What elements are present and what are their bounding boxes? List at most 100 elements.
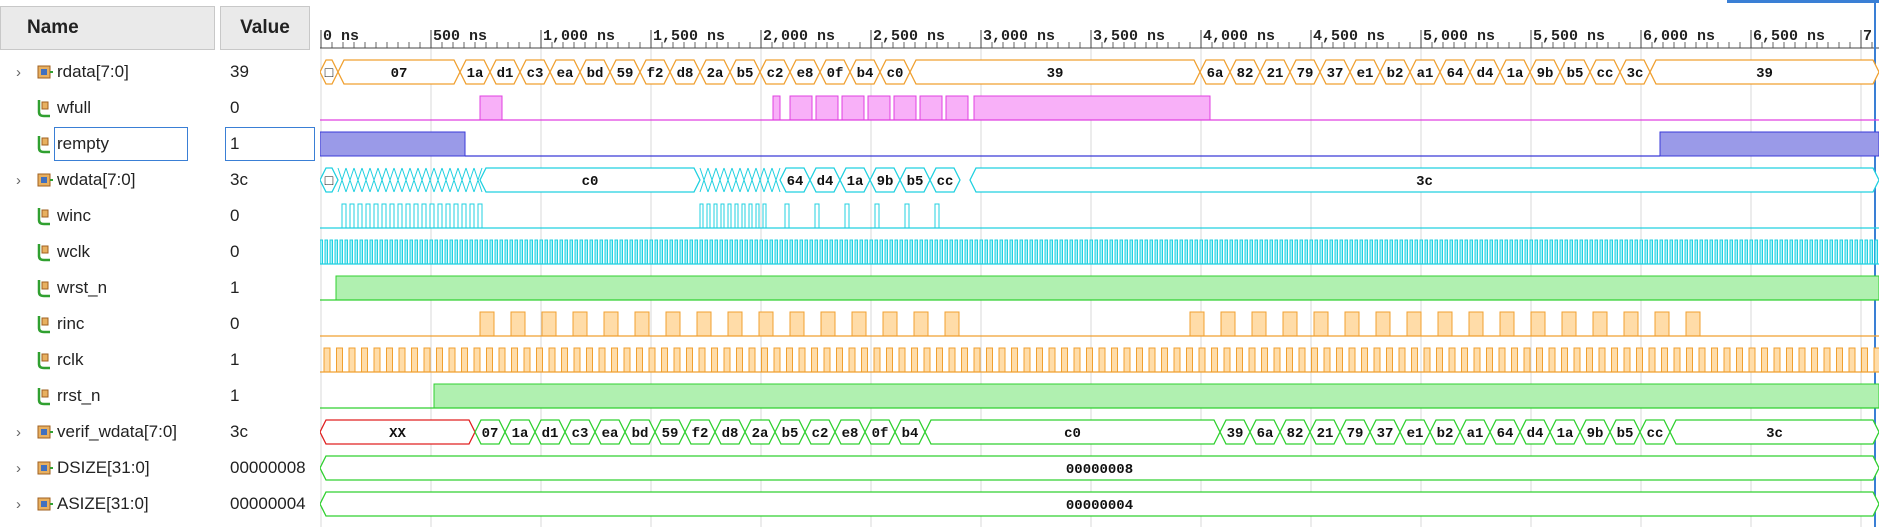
bit-high-region [1189,239,1193,265]
bit-high-region [1014,239,1018,265]
bit-high-region [689,239,693,265]
bit-high-region [644,239,648,265]
name-column-header[interactable]: Name [0,6,215,50]
expand-chevron-icon[interactable]: › [16,63,21,81]
signal-name: wfull [57,98,92,117]
bus-value-label: bd [632,426,649,442]
signal-name: wdata[7:0] [57,170,136,189]
waveform-canvas[interactable]: 0 ns 500 ns 1,000 ns 1,500 ns 2,000 ns 2,500 … [320,0,1879,527]
bit-high-region [1329,239,1333,265]
expand-chevron-icon[interactable]: › [16,423,21,441]
bit-high-region [914,239,918,265]
bit-high-region [1659,131,1879,157]
bit-high-region [948,347,956,373]
bit-high-region [564,239,568,265]
bit-high-region [1859,239,1863,265]
bit-high-region [1349,239,1353,265]
bit-high-region [719,239,723,265]
bus-signal-icon [36,494,54,514]
signal-row-dsize310[interactable]: › DSIZE[31:0] [0,450,215,486]
bit-high-region [748,347,756,373]
bit-high-region [1764,239,1768,265]
bit-high-region [724,239,728,265]
bus-segment [479,167,701,193]
signal-row-winc[interactable]: winc [0,198,215,234]
bit-high-region [523,347,531,373]
bit-high-region [1434,239,1438,265]
signal-row-rdata70[interactable]: › rdata[7:0] [0,54,215,90]
bit-high-region [1373,347,1381,373]
bit-high-region [1549,239,1553,265]
bit-high-region [1039,239,1043,265]
bit-high-region [1299,239,1303,265]
bit-high-region [1723,347,1731,373]
bit-high-region [473,347,481,373]
bit-high-region [498,347,506,373]
bit-high-region [1789,239,1793,265]
bit-high-region [664,239,668,265]
bit-high-region [1539,239,1543,265]
bit-high-region [829,239,833,265]
bit-high-region [789,311,805,337]
bit-high-region [1444,239,1448,265]
bus-value-label: 79 [1297,66,1314,82]
bit-high-region [361,347,368,373]
bit-high-region [999,239,1003,265]
bit-high-region [924,239,928,265]
bus-value-label: bd [587,66,604,82]
signal-row-wdata70[interactable]: › wdata[7:0] [0,162,215,198]
bit-high-region [1059,239,1063,265]
bit-high-region [1544,239,1548,265]
bus-value-label: cc [1597,66,1614,82]
bit-high-region [1136,347,1143,373]
signal-row-rinc[interactable]: rinc [0,306,215,342]
bit-high-region [1589,239,1593,265]
bit-high-region [624,239,628,265]
bit-high-region [357,203,363,229]
bit-high-region [434,239,438,265]
timeline-tick-label: 5,000 ns [1423,28,1495,45]
timeline-tick-label: 3,500 ns [1093,28,1165,45]
bit-high-region [1423,347,1431,373]
bit-high-region [373,203,379,229]
signal-row-rrst_n[interactable]: rrst_n [0,378,215,414]
bit-high-region [1036,347,1043,373]
bit-high-region [727,203,732,229]
bus-value-label: e1 [1407,426,1424,442]
value-column-header[interactable]: Value [220,6,310,50]
bit-high-region [411,347,418,373]
bit-high-region [1554,239,1558,265]
bit-high-region [882,311,898,337]
bit-high-region [1389,239,1393,265]
signal-row-wrst_n[interactable]: wrst_n [0,270,215,306]
bit-high-region [844,239,848,265]
timeline-tick-label: 500 ns [433,28,487,45]
signal-row-verif_wdata70[interactable]: › verif_wdata[7:0] [0,414,215,450]
signal-row-wclk[interactable]: wclk [0,234,215,270]
signal-row-asize310[interactable]: › ASIZE[31:0] [0,486,215,522]
signal-row-wfull[interactable]: wfull [0,90,215,126]
expand-chevron-icon[interactable]: › [16,495,21,513]
bit-high-region [524,239,528,265]
bit-high-region [394,239,398,265]
expand-chevron-icon[interactable]: › [16,171,21,189]
bit-high-region [1274,239,1278,265]
signal-row-rempty[interactable]: rempty [0,126,215,162]
signal-row-rclk[interactable]: rclk [0,342,215,378]
bus-value-label: d4 [1477,66,1494,82]
bit-high-region [761,347,768,373]
bit-high-region [1011,347,1018,373]
bit-high-region [1874,239,1878,265]
bit-high-region [1234,239,1238,265]
bit-high-region [789,239,793,265]
expand-chevron-icon[interactable]: › [16,459,21,477]
bit-high-region [1049,239,1053,265]
bit-high-region [944,239,948,265]
bit-high-region [648,347,656,373]
bit-high-region [884,239,888,265]
bus-signal-icon [36,422,54,442]
bit-high-region [329,239,333,265]
bit-high-region [364,239,368,265]
bit-high-region [1361,347,1368,373]
bit-high-region [341,203,347,229]
